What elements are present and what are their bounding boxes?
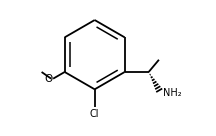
Text: NH₂: NH₂ <box>163 88 181 98</box>
Text: O: O <box>44 74 52 84</box>
Text: Cl: Cl <box>90 109 99 119</box>
